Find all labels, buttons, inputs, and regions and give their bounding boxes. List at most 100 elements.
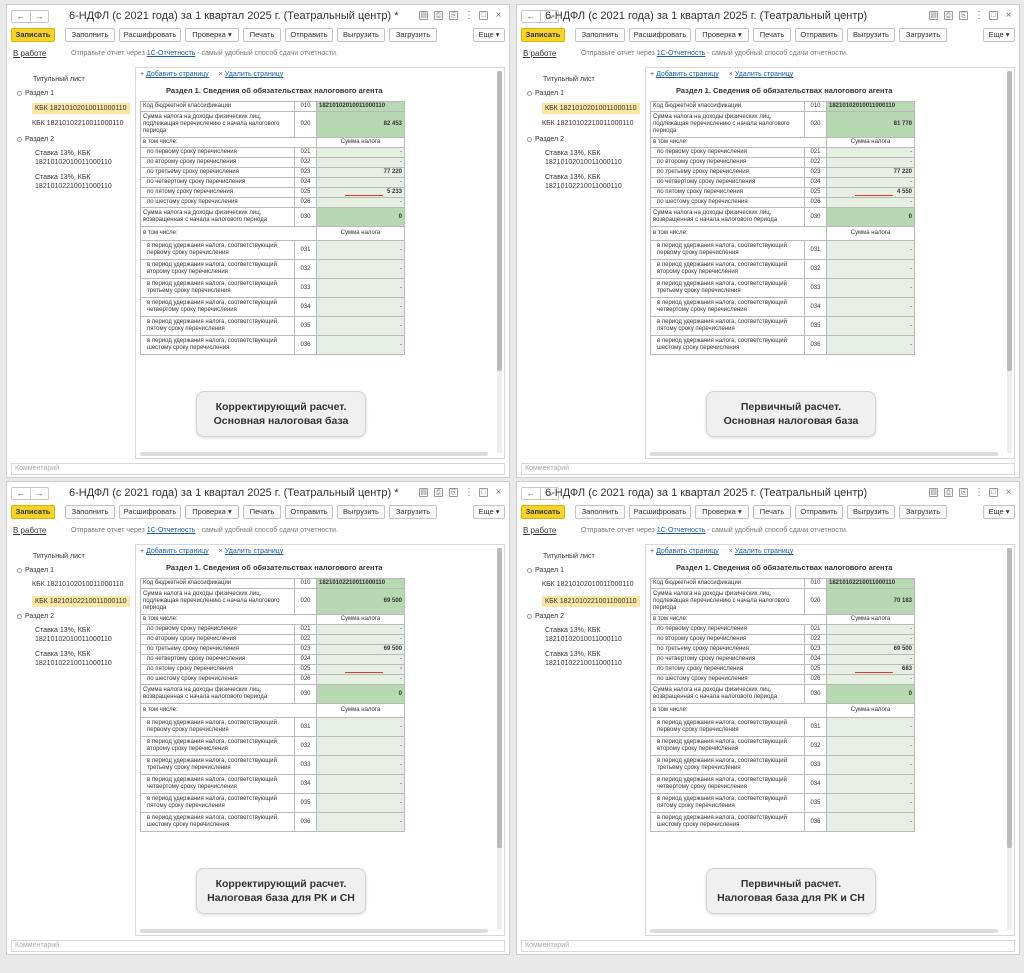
send-button[interactable]: Отправить (795, 28, 843, 42)
tree-item-rate-2[interactable]: Ставка 13%, КБК 18210102210011000110 (545, 650, 622, 668)
field-023[interactable]: 77 220 (826, 167, 915, 178)
field-020[interactable]: 81 770 (826, 111, 915, 138)
field-023[interactable]: 77 220 (316, 167, 405, 178)
field-021[interactable]: - (826, 624, 915, 635)
field-036[interactable]: - (316, 335, 405, 355)
save-button[interactable]: Записать (521, 505, 565, 519)
add-page-link[interactable]: Добавить страницу (656, 71, 719, 78)
kbk-value-field[interactable]: 18210102210011000110 (826, 578, 915, 589)
attach-icon[interactable]: ⎘ (959, 488, 968, 497)
field-032[interactable]: - (316, 259, 405, 279)
send-button[interactable]: Отправить (285, 28, 333, 42)
field-026[interactable]: - (316, 197, 405, 208)
print-icon[interactable]: ⎙ (434, 488, 443, 497)
tree-item-kbk-2[interactable]: КБК 18210102210011000110 (542, 120, 634, 127)
field-020[interactable]: 70 183 (826, 588, 915, 615)
print-button[interactable]: Печать (753, 28, 791, 42)
close-icon[interactable]: × (1005, 10, 1012, 21)
field-022[interactable]: - (826, 157, 915, 168)
tree-item-kbk-1[interactable]: КБК 18210102010011000110 (32, 103, 130, 114)
tree-item-section1[interactable]: Раздел 1 (17, 89, 54, 98)
maximize-icon[interactable]: □ (989, 11, 998, 20)
forward-arrow-icon[interactable]: → (544, 488, 554, 498)
more-dropdown-button[interactable]: Еще ▾ (983, 28, 1015, 42)
delete-icon[interactable]: × (728, 548, 733, 555)
field-034[interactable]: - (826, 297, 915, 317)
maximize-icon[interactable]: □ (479, 488, 488, 497)
add-page-link[interactable]: Добавить страницу (656, 548, 719, 555)
status-link[interactable]: В работе (13, 526, 47, 535)
info-link[interactable]: 1С-Отчетность (146, 50, 196, 57)
comment-field[interactable]: Комментарий (11, 940, 505, 952)
field-031[interactable]: - (316, 240, 405, 260)
field-035[interactable]: - (316, 793, 405, 813)
status-link[interactable]: В работе (523, 526, 557, 535)
field-030[interactable]: 0 (826, 207, 915, 227)
vertical-scrollbar[interactable] (1007, 548, 1012, 930)
field-024[interactable]: - (826, 177, 915, 188)
field-032[interactable]: - (316, 736, 405, 756)
expand-icon[interactable] (17, 136, 22, 142)
add-page-link[interactable]: Добавить страницу (146, 71, 209, 78)
field-032[interactable]: - (826, 736, 915, 756)
field-031[interactable]: - (316, 717, 405, 737)
info-link[interactable]: 1С-Отчетность (146, 527, 196, 534)
expand-icon[interactable] (17, 567, 22, 573)
tree-item-kbk-2[interactable]: КБК 18210102210011000110 (32, 596, 130, 607)
tree-item-rate-2[interactable]: Ставка 13%, КБК 18210102210011000110 (545, 173, 622, 191)
field-023[interactable]: 69 500 (826, 644, 915, 655)
expand-icon[interactable] (527, 90, 532, 96)
maximize-icon[interactable]: □ (989, 488, 998, 497)
horizontal-scrollbar[interactable] (140, 452, 488, 456)
horizontal-scrollbar[interactable] (140, 929, 488, 933)
back-arrow-icon[interactable]: ← (12, 488, 31, 499)
status-link[interactable]: В работе (13, 49, 47, 58)
tree-item-kbk-2[interactable]: КБК 18210102210011000110 (32, 120, 124, 127)
info-link[interactable]: 1С-Отчетность (656, 50, 706, 57)
import-button[interactable]: Загрузить (389, 28, 437, 42)
field-035[interactable]: - (316, 316, 405, 336)
more-icon[interactable]: ⋮ (974, 487, 984, 498)
kbk-value-field[interactable]: 18210102010011000110 (826, 101, 915, 112)
tree-item-title-sheet[interactable]: Титульный лист (33, 76, 85, 83)
field-033[interactable]: - (826, 755, 915, 775)
fill-button[interactable]: Заполнить (65, 505, 115, 519)
field-021[interactable]: - (316, 147, 405, 158)
field-025[interactable]: 4 550 (826, 187, 915, 198)
delete-page-link[interactable]: Удалить страницу (734, 548, 794, 555)
tree-item-kbk-1[interactable]: КБК 18210102010011000110 (32, 581, 124, 588)
horizontal-scrollbar[interactable] (650, 929, 998, 933)
field-026[interactable]: - (826, 674, 915, 685)
print-icon[interactable]: ⎙ (434, 11, 443, 20)
field-025[interactable]: 683 (826, 664, 915, 675)
vertical-scrollbar[interactable] (497, 548, 502, 930)
expand-icon[interactable] (527, 136, 532, 142)
field-023[interactable]: 69 500 (316, 644, 405, 655)
field-025[interactable]: 5 233 (316, 187, 405, 198)
plus-icon[interactable]: + (140, 71, 145, 78)
field-033[interactable]: - (826, 278, 915, 298)
field-034[interactable]: - (316, 774, 405, 794)
tree-item-rate-2[interactable]: Ставка 13%, КБК 18210102210011000110 (35, 650, 112, 668)
forward-arrow-icon[interactable]: → (544, 11, 554, 21)
field-035[interactable]: - (826, 316, 915, 336)
expand-icon[interactable] (17, 613, 22, 619)
delete-page-link[interactable]: Удалить страницу (224, 548, 284, 555)
tree-item-kbk-1[interactable]: КБК 18210102010011000110 (542, 103, 640, 114)
fill-button[interactable]: Заполнить (575, 28, 625, 42)
forward-arrow-icon[interactable]: → (34, 11, 44, 21)
field-021[interactable]: - (826, 147, 915, 158)
field-024[interactable]: - (316, 177, 405, 188)
field-020[interactable]: 69 500 (316, 588, 405, 615)
plus-icon[interactable]: + (650, 548, 655, 555)
status-link[interactable]: В работе (523, 49, 557, 58)
send-button[interactable]: Отправить (285, 505, 333, 519)
doc-icon[interactable]: ▤ (929, 11, 938, 20)
close-icon[interactable]: × (495, 10, 502, 21)
horizontal-scrollbar[interactable] (650, 452, 998, 456)
doc-icon[interactable]: ▤ (419, 488, 428, 497)
field-024[interactable]: - (316, 654, 405, 665)
back-arrow-icon[interactable]: ← (522, 11, 541, 22)
tree-item-section1[interactable]: Раздел 1 (527, 89, 564, 98)
tree-item-rate-1[interactable]: Ставка 13%, КБК 18210102010011000110 (35, 149, 112, 167)
